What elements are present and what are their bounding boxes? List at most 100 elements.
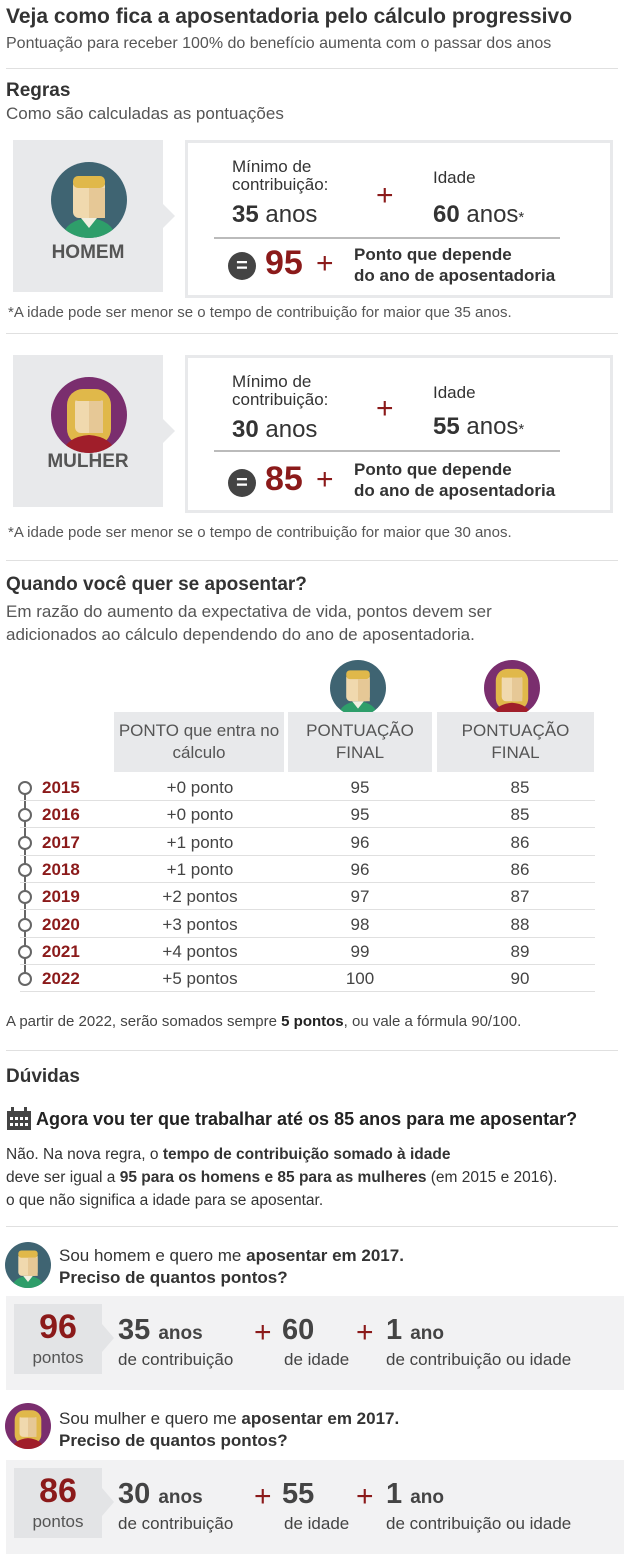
woman-score-cell: 85 bbox=[510, 805, 530, 825]
age-label: de idade bbox=[284, 1514, 350, 1533]
equals-icon: = bbox=[228, 252, 256, 280]
col-header-ponto: PONTO que entra no cálculo bbox=[114, 712, 284, 772]
woman-score-cell: 89 bbox=[510, 941, 530, 961]
ponto-cell: +1 ponto bbox=[166, 832, 234, 852]
age-value: 55 anos* bbox=[433, 413, 525, 440]
man-avatar-icon bbox=[5, 1242, 51, 1288]
ponto-cell: +1 ponto bbox=[166, 859, 234, 879]
timeline-dot bbox=[18, 862, 32, 877]
age-label: de idade bbox=[284, 1350, 350, 1369]
year-cell: 2020 bbox=[42, 914, 80, 934]
divider bbox=[6, 560, 618, 561]
woman-card: MULHER bbox=[13, 355, 175, 507]
woman-score-cell: 90 bbox=[510, 969, 530, 989]
contribution-label: de contribuição bbox=[118, 1350, 234, 1369]
man-score-cell: 95 bbox=[350, 805, 370, 825]
ponto-cell: +4 pontos bbox=[162, 941, 238, 961]
age-value: 55 bbox=[282, 1478, 315, 1510]
pointer-arrow bbox=[163, 419, 175, 443]
woman-score-cell: 85 bbox=[510, 778, 530, 797]
timeline-dot bbox=[18, 808, 32, 823]
timeline-dot bbox=[18, 781, 32, 795]
woman-score-cell: 86 bbox=[510, 859, 530, 879]
man-case-result: 96 pontos 35 anos de contribuição + 60 d… bbox=[6, 1296, 624, 1390]
man-formula: Mínimo de contribuição: 35 anos + Idade … bbox=[185, 140, 613, 298]
plus-sign: + bbox=[316, 247, 334, 280]
plus-sign: + bbox=[316, 463, 334, 496]
man-label: HOMEM bbox=[51, 242, 125, 263]
divider bbox=[6, 68, 618, 69]
age-value: 60 anos* bbox=[433, 201, 525, 228]
woman-case-question: Sou mulher e quero me aposentar em 2017.… bbox=[59, 1409, 400, 1450]
plus-sign: + bbox=[254, 1316, 272, 1349]
when-text-1: Em razão do aumento da expectativa de vi… bbox=[6, 602, 492, 621]
woman-avatar-icon bbox=[51, 377, 127, 453]
contribution-label: de contribuição bbox=[118, 1514, 234, 1533]
ponto-cell: +5 pontos bbox=[162, 969, 238, 989]
plus-sign: + bbox=[254, 1480, 272, 1513]
when-text-2: adicionados ao cálculo dependendo do ano… bbox=[6, 625, 475, 644]
man-card: HOMEM bbox=[13, 140, 175, 292]
calendar-icon bbox=[7, 1107, 31, 1130]
table-row: 2019 +2 pontos 97 87 bbox=[20, 883, 595, 911]
divider bbox=[6, 1226, 618, 1227]
point-line-2: do ano de aposentadoria bbox=[354, 266, 556, 285]
table-row: 2016 +0 ponto 95 85 bbox=[20, 801, 595, 829]
man-avatar-icon bbox=[51, 162, 127, 238]
page-subtitle: Pontuação para receber 100% do benefício… bbox=[6, 35, 552, 52]
plus-sign: + bbox=[376, 392, 394, 425]
woman-avatar-icon bbox=[484, 660, 540, 716]
table-row: 2021 +4 pontos 99 89 bbox=[20, 938, 595, 965]
timeline-dot bbox=[18, 917, 32, 932]
plus-sign: + bbox=[356, 1480, 374, 1513]
timeline-dot bbox=[18, 972, 32, 987]
pointer-arrow bbox=[163, 204, 175, 228]
plus-sign: + bbox=[376, 179, 394, 212]
page-title: Veja como fica a aposentadoria pelo cálc… bbox=[6, 5, 573, 28]
rules-subheading: Como são calculadas as pontuações bbox=[6, 104, 284, 123]
woman-score-cell: 86 bbox=[510, 832, 530, 852]
ponto-cell: +0 ponto bbox=[166, 778, 234, 797]
year-cell: 2016 bbox=[42, 805, 80, 825]
min-contribution-value: 35 anos bbox=[232, 201, 318, 228]
table-row: 2022 +5 pontos 100 90 bbox=[20, 965, 595, 993]
ponto-cell: +2 pontos bbox=[162, 887, 238, 907]
point-line-1: Ponto que depende bbox=[354, 460, 512, 479]
point-line-2: do ano de aposentadoria bbox=[354, 481, 556, 500]
ponto-cell: +0 ponto bbox=[166, 805, 234, 825]
age-value: 60 bbox=[282, 1314, 315, 1346]
contribution-value: 30 anos bbox=[118, 1478, 203, 1510]
timeline-dot bbox=[18, 835, 32, 850]
formula-line bbox=[214, 450, 560, 452]
man-score-cell: 96 bbox=[350, 859, 370, 879]
contribution-value: 35 anos bbox=[118, 1314, 203, 1346]
woman-case-result: 86 pontos 30 anos de contribuição + 55 d… bbox=[6, 1460, 624, 1554]
faq-answer: Não. Na nova regra, o tempo de contribui… bbox=[6, 1146, 558, 1209]
man-score-cell: 95 bbox=[350, 778, 370, 797]
faq-heading: Dúvidas bbox=[6, 1066, 80, 1087]
woman-case-score: 86 pontos bbox=[14, 1468, 114, 1538]
plus-sign: + bbox=[356, 1316, 374, 1349]
man-case-question: Sou homem e quero me aposentar em 2017. P… bbox=[59, 1246, 404, 1287]
year-cell: 2015 bbox=[42, 778, 80, 797]
woman-label: MULHER bbox=[47, 451, 129, 472]
man-score-cell: 97 bbox=[350, 887, 370, 907]
man-score: 95 bbox=[265, 244, 303, 282]
extra-point-value: 1 ano bbox=[386, 1478, 444, 1510]
timeline-dot bbox=[18, 944, 32, 959]
col-header-woman: PONTUAÇÃO FINAL bbox=[437, 712, 594, 772]
table-row: 2017 +1 ponto 96 86 bbox=[20, 829, 595, 856]
man-case-score: 96 pontos bbox=[14, 1304, 114, 1374]
extra-point-value: 1 ano bbox=[386, 1314, 444, 1346]
year-cell: 2021 bbox=[42, 941, 80, 961]
man-avatar-icon bbox=[330, 660, 386, 716]
woman-note: *A idade pode ser menor se o tempo de co… bbox=[8, 524, 512, 541]
min-contribution-label: Mínimo de contribuição: bbox=[232, 372, 329, 409]
year-cell: 2019 bbox=[42, 887, 80, 907]
table-row: 2018 +1 ponto 96 86 bbox=[20, 856, 595, 883]
woman-avatar-icon bbox=[5, 1403, 51, 1449]
man-score-cell: 99 bbox=[350, 941, 370, 961]
extra-point-label: de contribuição ou idade bbox=[386, 1514, 572, 1533]
rules-heading: Regras bbox=[6, 80, 71, 101]
year-cell: 2017 bbox=[42, 832, 80, 852]
